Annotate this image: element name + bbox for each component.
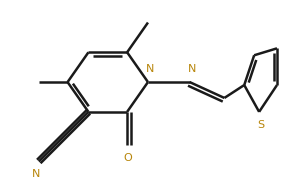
Text: N: N xyxy=(146,64,154,74)
Text: N: N xyxy=(187,64,196,74)
Text: O: O xyxy=(124,153,133,163)
Text: N: N xyxy=(32,169,40,179)
Text: S: S xyxy=(257,120,265,130)
